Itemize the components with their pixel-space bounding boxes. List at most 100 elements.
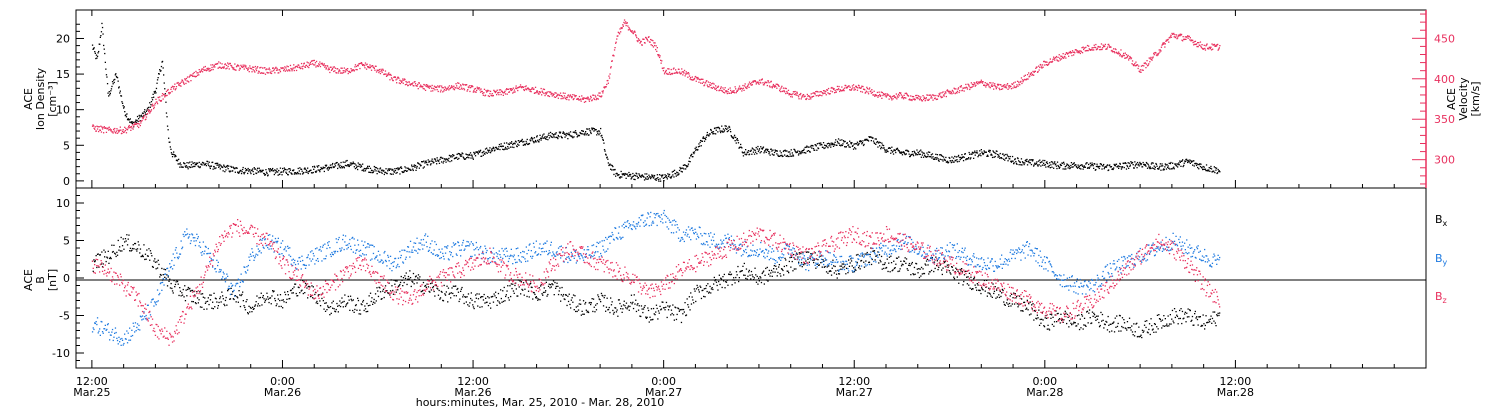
bx-point bbox=[96, 266, 98, 269]
density-point bbox=[537, 139, 539, 141]
density-point bbox=[951, 156, 953, 158]
velocity-point bbox=[950, 91, 952, 93]
bx-point bbox=[664, 309, 666, 311]
velocity-point bbox=[609, 73, 611, 75]
velocity-point bbox=[800, 92, 802, 95]
velocity-point bbox=[774, 85, 776, 87]
density-point bbox=[461, 155, 463, 157]
density-point bbox=[880, 146, 882, 148]
bx-point bbox=[741, 270, 743, 272]
bx-point bbox=[601, 294, 603, 297]
density-point bbox=[1083, 166, 1085, 168]
density-point bbox=[541, 137, 543, 139]
bx-point bbox=[219, 297, 221, 300]
density-point bbox=[547, 134, 549, 136]
velocity-point bbox=[196, 72, 198, 74]
bx-point bbox=[719, 283, 721, 286]
density-point bbox=[1205, 164, 1208, 166]
velocity-point bbox=[1040, 64, 1042, 66]
velocity-point bbox=[1082, 46, 1084, 48]
velocity-point bbox=[807, 95, 810, 97]
velocity-point bbox=[844, 87, 846, 89]
density-point bbox=[136, 119, 138, 121]
velocity-point bbox=[722, 87, 724, 89]
density-point bbox=[1059, 163, 1061, 166]
density-point bbox=[862, 140, 864, 142]
density-point bbox=[505, 148, 507, 150]
density-point bbox=[1082, 168, 1084, 170]
velocity-point bbox=[848, 85, 850, 87]
density-point bbox=[131, 121, 133, 123]
velocity-point bbox=[1021, 79, 1024, 81]
density-point bbox=[262, 169, 264, 171]
density-point bbox=[760, 146, 762, 148]
velocity-point bbox=[597, 98, 599, 100]
density-point bbox=[367, 165, 369, 167]
velocity-point bbox=[1165, 40, 1167, 42]
density-point bbox=[372, 171, 374, 173]
velocity-point bbox=[871, 91, 874, 94]
density-point bbox=[128, 119, 130, 121]
bx-point bbox=[562, 293, 565, 296]
velocity-point bbox=[681, 71, 683, 73]
density-point bbox=[629, 175, 631, 177]
velocity-point bbox=[505, 89, 507, 91]
density-point bbox=[194, 164, 196, 166]
bx-point bbox=[253, 308, 255, 310]
bx-point bbox=[278, 305, 280, 308]
density-point bbox=[830, 142, 832, 144]
density-point bbox=[1215, 167, 1218, 169]
velocity-point bbox=[960, 86, 962, 88]
bx-point bbox=[597, 296, 600, 298]
density-point bbox=[870, 140, 872, 142]
velocity-point bbox=[923, 96, 925, 98]
bx-point bbox=[462, 294, 465, 296]
velocity-point bbox=[314, 62, 317, 64]
velocity-point bbox=[257, 72, 259, 74]
density-point bbox=[652, 174, 654, 177]
velocity-point bbox=[634, 31, 636, 33]
density-point bbox=[789, 151, 791, 153]
velocity-point bbox=[635, 34, 637, 36]
density-point bbox=[1179, 161, 1181, 163]
density-point bbox=[855, 148, 857, 150]
velocity-point bbox=[246, 67, 248, 70]
bx-point bbox=[329, 306, 332, 308]
density-point bbox=[1081, 165, 1084, 167]
density-point bbox=[229, 171, 231, 173]
velocity-point bbox=[349, 71, 352, 74]
bx-point bbox=[496, 304, 498, 306]
velocity-point bbox=[502, 91, 504, 94]
density-point bbox=[256, 169, 258, 171]
density-point bbox=[568, 132, 570, 134]
velocity-point bbox=[1217, 43, 1219, 46]
velocity-point bbox=[649, 41, 651, 43]
density-point bbox=[625, 173, 627, 175]
density-point bbox=[939, 154, 941, 156]
density-point bbox=[502, 148, 504, 150]
velocity-point bbox=[1131, 63, 1133, 65]
bx-point bbox=[711, 287, 713, 289]
velocity-point bbox=[1032, 70, 1034, 73]
density-point bbox=[697, 149, 699, 151]
bx-point bbox=[389, 294, 391, 296]
velocity-point bbox=[1040, 66, 1043, 68]
velocity-point bbox=[213, 66, 215, 68]
density-point bbox=[767, 150, 770, 153]
density-point bbox=[526, 138, 528, 141]
density-point bbox=[1138, 165, 1140, 167]
bx-point bbox=[485, 297, 487, 299]
velocity-point bbox=[536, 90, 538, 92]
velocity-point bbox=[139, 120, 141, 122]
bx-point bbox=[129, 250, 131, 252]
velocity-point bbox=[1177, 35, 1179, 37]
density-point bbox=[854, 147, 856, 149]
velocity-point bbox=[254, 65, 257, 68]
density-point bbox=[671, 171, 673, 173]
density-point bbox=[988, 150, 990, 152]
density-point bbox=[928, 155, 930, 158]
density-point bbox=[1019, 161, 1021, 164]
bx-point bbox=[734, 282, 736, 284]
velocity-point bbox=[829, 93, 831, 95]
density-point bbox=[442, 157, 444, 159]
